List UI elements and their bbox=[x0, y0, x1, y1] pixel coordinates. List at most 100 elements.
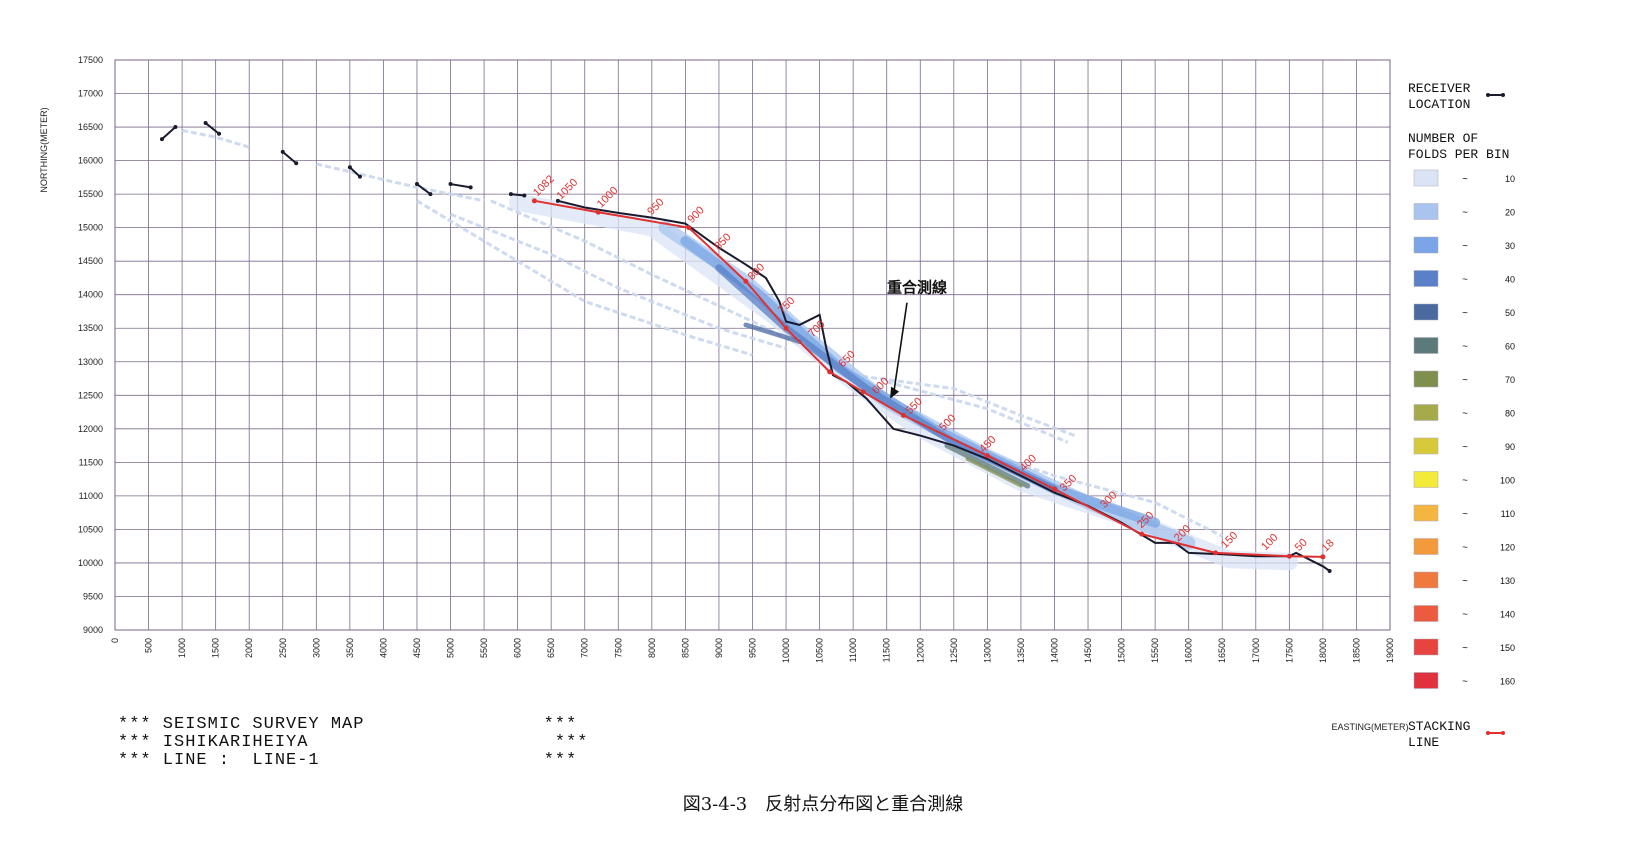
legend-value-130: 130 bbox=[1500, 576, 1515, 586]
fold-trace bbox=[449, 212, 787, 350]
legend-swatch-100 bbox=[1413, 471, 1439, 488]
legend-stacking-title-1: STACKING bbox=[1408, 719, 1470, 734]
x-tick-label: 9000 bbox=[714, 638, 724, 658]
legend-swatch-40 bbox=[1413, 270, 1439, 287]
stacking-point bbox=[827, 369, 833, 375]
receiver-point bbox=[173, 125, 178, 130]
x-tick-label: 18500 bbox=[1351, 638, 1361, 663]
x-tick-label: 8000 bbox=[647, 638, 657, 658]
x-tick-label: 15500 bbox=[1150, 638, 1160, 663]
info-row-2: *** ISHIKARIHEIYA *** bbox=[118, 734, 588, 752]
fold-trace bbox=[315, 162, 485, 203]
legend-tilde: ~ bbox=[1462, 510, 1468, 521]
y-tick-label: 14000 bbox=[78, 290, 103, 300]
x-tick-label: 500 bbox=[144, 638, 154, 653]
y-tick-label: 12500 bbox=[78, 390, 103, 400]
receiver-point bbox=[414, 182, 419, 187]
fold-trace bbox=[973, 447, 1223, 538]
y-tick-label: 15500 bbox=[78, 189, 103, 199]
y-tick-label: 16500 bbox=[78, 122, 103, 132]
receiver-point bbox=[468, 185, 473, 190]
stacking-label: 850 bbox=[712, 231, 733, 252]
annotation-arrowhead bbox=[890, 386, 900, 399]
receiver-segment bbox=[282, 151, 297, 165]
x-tick-label: 7000 bbox=[580, 638, 590, 658]
fold-trace bbox=[416, 199, 753, 357]
legend-value-70: 70 bbox=[1505, 375, 1515, 385]
fold-trace bbox=[886, 380, 1069, 444]
x-tick-label: 7500 bbox=[613, 638, 623, 658]
receiver-point bbox=[357, 174, 362, 179]
x-tick-label: 5000 bbox=[446, 638, 456, 658]
y-tick-label: 11500 bbox=[79, 457, 103, 467]
x-tick-label: 13000 bbox=[982, 638, 992, 663]
legend-swatch-150 bbox=[1413, 638, 1439, 656]
info-right-2: *** bbox=[554, 733, 589, 752]
info-right-3: *** bbox=[543, 751, 578, 770]
info-right-1: *** bbox=[543, 715, 578, 734]
side-traces bbox=[181, 128, 1223, 538]
y-tick-label: 17000 bbox=[78, 89, 103, 99]
x-tick-label: 1500 bbox=[211, 638, 221, 658]
legend-swatch-140 bbox=[1413, 605, 1439, 622]
receiver-location-series bbox=[159, 121, 1332, 573]
legend-swatch-160 bbox=[1413, 672, 1439, 689]
stacking-label: 1000 bbox=[595, 185, 621, 211]
y-tick-label: 10000 bbox=[78, 558, 103, 568]
x-tick-label: 10000 bbox=[781, 638, 791, 663]
y-tick-label: 16000 bbox=[78, 156, 103, 166]
receiver-segment bbox=[161, 126, 177, 140]
receiver-point bbox=[203, 121, 208, 126]
legend-value-140: 140 bbox=[1500, 610, 1515, 620]
receiver-point bbox=[555, 198, 560, 203]
y-tick-label: 11000 bbox=[79, 491, 103, 501]
stacking-annotation: 重合測線 bbox=[887, 279, 947, 399]
stacking-line bbox=[534, 199, 1323, 558]
legend-swatch-10 bbox=[1413, 169, 1439, 187]
receiver-point bbox=[448, 182, 453, 187]
legend-swatch-50 bbox=[1413, 303, 1439, 321]
stacking-point bbox=[1320, 554, 1326, 560]
legend-value-80: 80 bbox=[1505, 409, 1515, 419]
fold-band-50 bbox=[743, 322, 802, 344]
legend-value-50: 50 bbox=[1505, 308, 1515, 318]
legend-tilde: ~ bbox=[1462, 276, 1468, 287]
stacking-label: 100 bbox=[1259, 532, 1280, 553]
receiver-segment bbox=[204, 122, 220, 135]
info-block: *** SEISMIC SURVEY MAP *** *** ISHIKARIH… bbox=[118, 716, 588, 770]
legend-receiver-dot bbox=[1501, 93, 1505, 97]
stacking-point bbox=[1213, 550, 1219, 556]
receiver-segment bbox=[416, 183, 431, 195]
y-tick-label: 12000 bbox=[78, 424, 103, 434]
info-left-2: *** ISHIKARIHEIYA bbox=[118, 733, 309, 752]
x-tick-label: 14000 bbox=[1049, 638, 1059, 663]
x-tick-label: 13500 bbox=[1016, 638, 1026, 663]
x-axis-label: EASTING(METER) bbox=[1331, 722, 1408, 732]
legend-swatch-90 bbox=[1413, 437, 1439, 455]
receiver-point bbox=[508, 192, 513, 197]
x-tick-label: 0 bbox=[110, 638, 120, 643]
legend-tilde: ~ bbox=[1462, 410, 1468, 421]
x-tick-label: 1000 bbox=[177, 638, 187, 658]
legend-value-150: 150 bbox=[1500, 643, 1515, 653]
legend-receiver-title-1: RECEIVER bbox=[1408, 81, 1471, 96]
legend-value-60: 60 bbox=[1505, 342, 1515, 352]
stacking-point bbox=[1051, 486, 1057, 492]
fold-band-70 bbox=[965, 457, 1023, 488]
x-tick-label: 18000 bbox=[1318, 638, 1328, 663]
stacking-point bbox=[900, 412, 906, 418]
legend-tilde: ~ bbox=[1462, 477, 1468, 488]
stacking-point bbox=[1139, 531, 1145, 537]
legend-tilde: ~ bbox=[1462, 577, 1468, 588]
legend-tilde: ~ bbox=[1462, 443, 1468, 454]
stacking-point bbox=[860, 389, 866, 395]
receiver-point bbox=[522, 193, 527, 198]
legend-tilde: ~ bbox=[1462, 376, 1468, 387]
fold-trace bbox=[852, 373, 1076, 437]
legend-tilde: ~ bbox=[1462, 644, 1468, 655]
receiver-point bbox=[1327, 568, 1332, 573]
y-tick-label: 10500 bbox=[78, 524, 103, 534]
x-tick-label: 9500 bbox=[748, 638, 758, 658]
receiver-point bbox=[294, 161, 299, 166]
legend-swatch-110 bbox=[1413, 504, 1439, 522]
